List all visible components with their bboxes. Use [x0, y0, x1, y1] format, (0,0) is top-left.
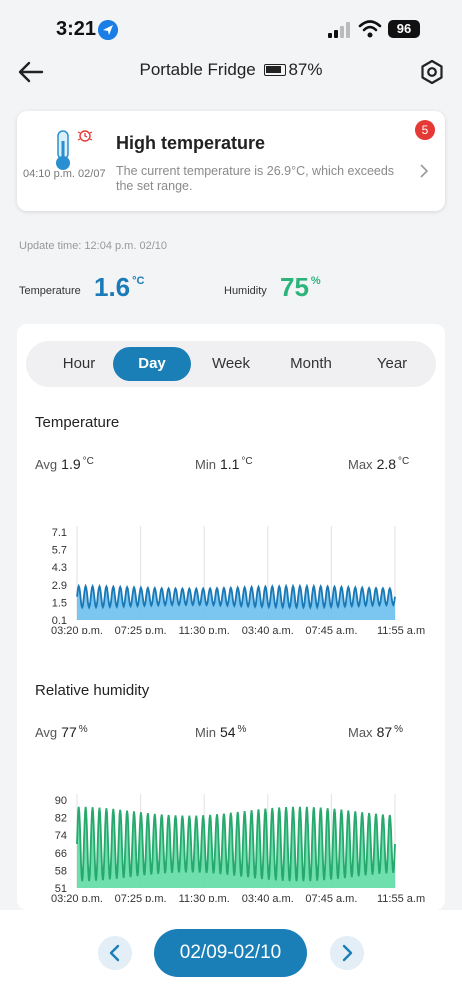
chevron-right-icon [420, 164, 429, 178]
temperature-x-tick-label: 03:20 p.m. [51, 625, 103, 634]
previous-period-button[interactable] [98, 936, 132, 970]
tab-hour[interactable]: Hour [62, 355, 96, 372]
humidity-series-line [76, 806, 396, 882]
period-tabs: Hour Day Week Month Year [26, 341, 436, 387]
humidity-y-tick-label: 58 [55, 865, 67, 877]
temp-min: Min 1.1 °C [195, 456, 253, 472]
humidity-y-tick-label: 66 [55, 848, 67, 860]
temperature-x-tick-label: 07:45 a.m. [305, 625, 357, 634]
humidity-unit: % [310, 275, 321, 287]
hum-max: Max 87% [348, 724, 404, 740]
settings-icon[interactable] [418, 58, 446, 86]
device-name: Portable Fridge [139, 60, 256, 79]
temperature-y-tick-label: 2.9 [52, 580, 67, 592]
temperature-chart: 7.1 5.7 4.3 2.9 1.5 0.103:20 p.m. 07:25 p.m. 11… [51, 526, 425, 634]
humidity-y-tick-label: 90 [55, 795, 67, 807]
hum-min: Min 54% [195, 724, 247, 740]
temperature-y-tick-label: 0.1 [52, 615, 67, 627]
temperature-series-line [76, 583, 396, 610]
alert-count-badge: 5 [415, 120, 435, 140]
humidity-label: Humidity [224, 285, 267, 297]
chart-panel: Hour Day Week Month Year Temperature Avg… [17, 324, 445, 910]
temperature-x-tick-label: 11:30 p.m. [179, 625, 230, 634]
temperature-x-tick-label: 11:55 a.m [377, 625, 425, 634]
humidity-x-tick-label: 07:25 p.m. [115, 893, 167, 902]
temperature-y-tick-label: 7.1 [52, 527, 67, 539]
hum-avg: Avg 77% [35, 724, 88, 740]
nav-header: Portable Fridge 87% [0, 52, 462, 92]
location-arrow-icon [98, 20, 118, 40]
battery-icon [264, 64, 287, 76]
temperature-y-tick-label: 4.3 [52, 562, 67, 574]
next-period-button[interactable] [330, 936, 364, 970]
humidity-x-tick-label: 11:55 a.m [377, 893, 425, 902]
temperature-unit: °C [132, 275, 145, 287]
temperature-x-tick-label: 07:25 p.m. [115, 625, 167, 634]
humidity-x-tick-label: 03:20 p.m. [51, 893, 103, 902]
temperature-label: Temperature [19, 285, 81, 297]
humidity-stats: Avg 77% Min 54% Max 87% [35, 724, 425, 744]
tab-day[interactable]: Day [113, 347, 191, 381]
temperature-stats: Avg 1.9 °C Min 1.1 °C Max 2.8 °C [35, 456, 425, 476]
status-time: 3:21 [56, 18, 97, 40]
temperature-x-tick-label: 03:40 a.m. [242, 625, 294, 634]
temperature-reading: Temperature 1.6 °C [19, 272, 219, 308]
alert-description: The current temperature is 26.9°C, which… [116, 164, 395, 193]
humidity-x-tick-label: 11:30 p.m. [179, 893, 230, 902]
humidity-reading: Humidity 75% [224, 272, 424, 308]
temperature-value: 1.6 °C [94, 272, 145, 302]
date-range-button[interactable]: 02/09-02/10 [154, 929, 307, 977]
status-bar: 3:21 96 [0, 0, 462, 52]
tab-week[interactable]: Week [211, 355, 251, 372]
update-time: Update time: 12:04 p.m. 02/10 [19, 240, 167, 252]
alert-time: 04:10 p.m. 02/07 [23, 168, 106, 180]
temperature-y-tick-label: 5.7 [52, 545, 67, 557]
alert-card[interactable]: 04:10 p.m. 02/07 High temperature The cu… [17, 111, 445, 211]
temperature-y-tick-label: 1.5 [52, 597, 67, 609]
temp-max: Max 2.8 °C [348, 456, 410, 472]
wifi-icon [358, 20, 382, 38]
alert-title: High temperature [116, 133, 266, 153]
humidity-y-tick-label: 74 [55, 830, 67, 842]
battery-level: 96 [388, 20, 420, 38]
temperature-series-area [77, 586, 395, 620]
device-battery: 87% [288, 60, 323, 79]
page-title: Portable Fridge 87% [0, 60, 462, 80]
humidity-section-title: Relative humidity [35, 682, 150, 699]
humidity-y-tick-label: 82 [55, 813, 67, 825]
tab-year[interactable]: Year [376, 355, 408, 372]
thermometer-alert-icon [56, 130, 93, 170]
temperature-section-title: Temperature [35, 414, 120, 431]
date-navigation: 02/09-02/10 [0, 910, 462, 1000]
tab-month[interactable]: Month [290, 355, 332, 372]
humidity-y-tick-label: 51 [55, 883, 67, 895]
back-arrow-icon[interactable] [16, 58, 46, 86]
humidity-x-tick-label: 07:45 a.m. [305, 893, 357, 902]
humidity-x-tick-label: 03:40 a.m. [242, 893, 294, 902]
cellular-signal-icon [328, 22, 350, 38]
temp-avg: Avg 1.9 °C [35, 456, 94, 472]
humidity-value: 75% [280, 272, 321, 302]
